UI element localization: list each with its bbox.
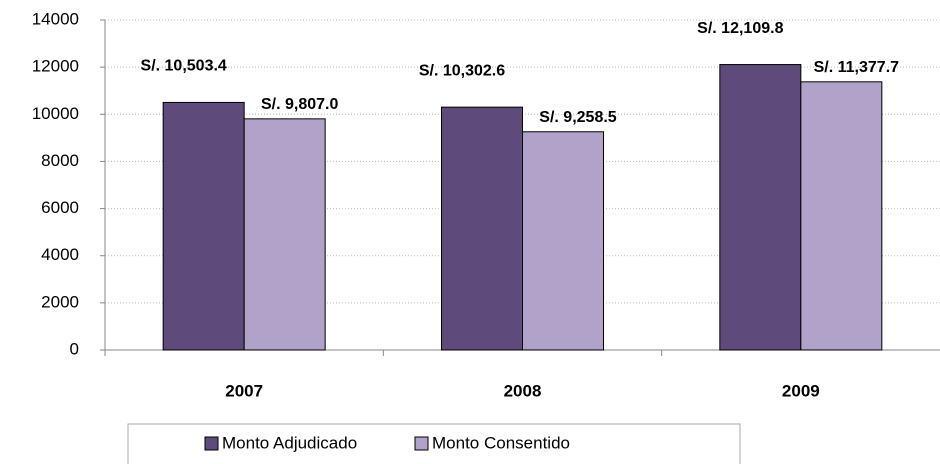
bar [441,106,523,351]
data-label: S/. 9,807.0 [261,96,338,113]
bar [800,81,883,351]
data-label: S/. 12,109.8 [697,20,783,37]
legend-label: Monto Consentido [432,433,570,452]
x-tick-label: 2007 [225,381,263,400]
bar [243,118,326,351]
x-tick-label: 2008 [504,381,542,400]
y-tick-label: 2000 [41,292,79,311]
data-label: S/. 10,302.6 [419,62,505,79]
y-tick-label: 4000 [41,245,79,264]
bar [719,64,802,351]
data-label: S/. 9,258.5 [539,109,616,126]
legend-label: Monto Adjudicado [222,433,357,452]
legend-swatch [414,436,429,451]
y-tick-label: 14000 [32,9,79,28]
y-tick-label: 8000 [41,151,79,170]
data-label: S/. 11,377.7 [814,59,900,76]
y-tick-label: 12000 [32,57,79,76]
bar [522,131,604,351]
x-tick-label: 2009 [782,381,820,400]
y-tick-label: 0 [70,339,79,358]
y-tick-label: 10000 [32,104,79,123]
y-tick-label: 6000 [41,198,79,217]
bar [162,101,245,351]
legend-box [127,423,741,464]
data-label: S/. 10,503.4 [141,58,227,75]
legend-swatch [204,436,219,451]
